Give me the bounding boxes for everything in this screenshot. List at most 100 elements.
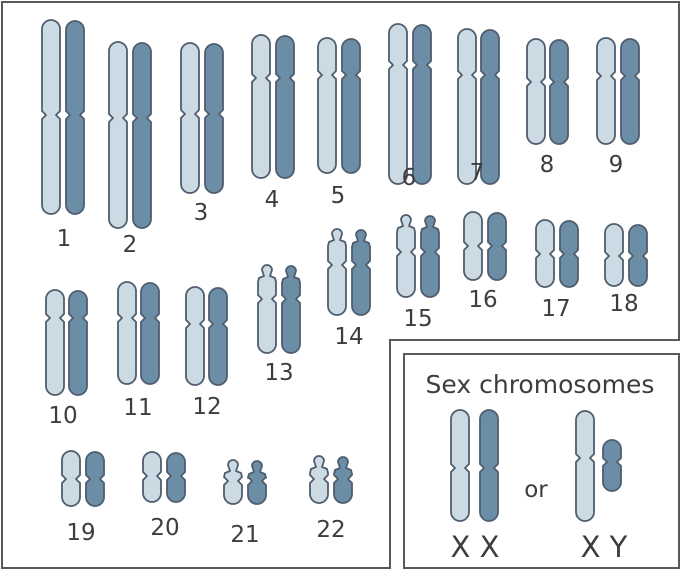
chromatid-light-3 — [180, 42, 200, 194]
chromatid-light-6 — [388, 23, 408, 185]
chromosome-label-2: 2 — [123, 232, 138, 258]
chromatid-dark-10 — [68, 290, 88, 396]
chromosome-pair-10 — [45, 289, 88, 396]
chromosome-label-7: 7 — [470, 160, 485, 186]
chromatid-dark-5 — [341, 38, 361, 174]
chromatid-dark-3 — [204, 43, 224, 194]
chromosome-pair-14 — [327, 228, 371, 316]
xy-label: X Y — [581, 530, 628, 564]
chromatid-light-19 — [61, 450, 81, 507]
chromatid-dark-18 — [628, 224, 648, 287]
chromatid-light-22 — [309, 455, 329, 504]
chromatid-light-12 — [185, 286, 205, 386]
chromatid-dark-7 — [480, 29, 500, 185]
chromosome-label-5: 5 — [331, 183, 346, 209]
xx-label: X X — [451, 530, 500, 564]
chromatid-light-18 — [604, 223, 624, 287]
chromatid-dark-11 — [140, 282, 160, 385]
chromosome-label-11: 11 — [123, 395, 152, 421]
chromatid-light-1 — [41, 19, 61, 215]
chromosome-label-10: 10 — [48, 403, 77, 429]
chromosome-pair-9 — [596, 37, 640, 145]
chromosome-pair-15 — [396, 214, 440, 298]
chromatid-dark-22 — [333, 456, 353, 504]
chromosome-pair-3 — [180, 42, 224, 194]
chromatid-light-17 — [535, 219, 555, 288]
chromosome-label-21: 21 — [230, 522, 259, 548]
sex-chromosome-frame — [403, 353, 680, 569]
chromosome-pair-8 — [526, 38, 569, 145]
chromatid-dark-17 — [559, 220, 579, 288]
chromosome-pair-4 — [251, 34, 295, 179]
chromatid-dark-9 — [620, 38, 640, 145]
chromatid-light-5 — [317, 37, 337, 174]
chromatid-dark-21 — [247, 460, 267, 505]
chromatid-light-10 — [45, 289, 65, 396]
chromosome-pair-22 — [309, 455, 353, 504]
chromosome-label-15: 15 — [403, 306, 432, 332]
chromosome-label-4: 4 — [265, 187, 280, 213]
chromatid-light-20 — [142, 451, 162, 503]
chromosome-label-14: 14 — [334, 324, 363, 350]
or-label: or — [524, 477, 548, 503]
x-chromosome-male — [575, 410, 595, 522]
chromatid-dark-12 — [208, 287, 228, 386]
chromatid-dark-1 — [65, 20, 85, 215]
sex-chromosomes-title: Sex chromosomes — [426, 370, 655, 399]
chromatid-light-11 — [117, 281, 137, 385]
chromosome-label-9: 9 — [609, 152, 624, 178]
chromosome-pair-16 — [463, 211, 507, 281]
chromatid-light-14 — [327, 228, 347, 316]
chromosome-pair-5 — [317, 37, 361, 174]
x-chromosome-female-2 — [479, 409, 499, 522]
chromatid-light-8 — [526, 38, 546, 145]
chromatid-light-13 — [257, 264, 277, 354]
chromatid-dark-4 — [275, 35, 295, 179]
chromosome-label-12: 12 — [192, 394, 221, 420]
x-chromosome-female-1 — [450, 409, 470, 522]
chromosome-label-8: 8 — [540, 152, 555, 178]
chromosome-pair-19 — [61, 450, 105, 507]
chromosome-pair-13 — [257, 264, 301, 354]
chromatid-light-15 — [396, 214, 416, 298]
y-chromosome — [602, 439, 622, 492]
chromatid-dark-20 — [166, 452, 186, 503]
chromosome-pair-1 — [41, 19, 85, 215]
chromatid-dark-19 — [85, 451, 105, 507]
chromosome-pair-2 — [108, 41, 152, 229]
chromatid-light-21 — [223, 459, 243, 505]
chromosome-label-19: 19 — [66, 520, 95, 546]
chromatid-light-9 — [596, 37, 616, 145]
chromosome-pair-18 — [604, 223, 648, 287]
chromatid-dark-13 — [281, 265, 301, 354]
chromatid-dark-14 — [351, 229, 371, 316]
chromosome-label-20: 20 — [150, 515, 179, 541]
chromosome-label-17: 17 — [541, 296, 570, 322]
chromatid-light-7 — [457, 28, 477, 185]
chromosome-pair-21 — [223, 459, 267, 505]
chromosome-label-22: 22 — [316, 517, 345, 543]
chromosome-pair-12 — [185, 286, 228, 386]
chromatid-dark-6 — [412, 24, 432, 185]
chromatid-dark-8 — [549, 39, 569, 145]
chromosome-pair-11 — [117, 281, 160, 385]
chromatid-light-4 — [251, 34, 271, 179]
chromatid-dark-16 — [487, 212, 507, 281]
chromosome-pair-20 — [142, 451, 186, 503]
chromosome-pair-17 — [535, 219, 579, 288]
chromosome-label-16: 16 — [468, 287, 497, 313]
chromatid-dark-15 — [420, 215, 440, 298]
chromosome-label-18: 18 — [609, 291, 638, 317]
chromosome-pair-7 — [457, 28, 500, 185]
chromosome-label-13: 13 — [264, 360, 293, 386]
chromatid-light-2 — [108, 41, 128, 229]
chromosome-label-3: 3 — [194, 200, 209, 226]
chromatid-light-16 — [463, 211, 483, 281]
chromosome-label-6: 6 — [402, 165, 417, 191]
chromosome-pair-6 — [388, 23, 432, 185]
chromatid-dark-2 — [132, 42, 152, 229]
chromosome-label-1: 1 — [57, 226, 72, 252]
